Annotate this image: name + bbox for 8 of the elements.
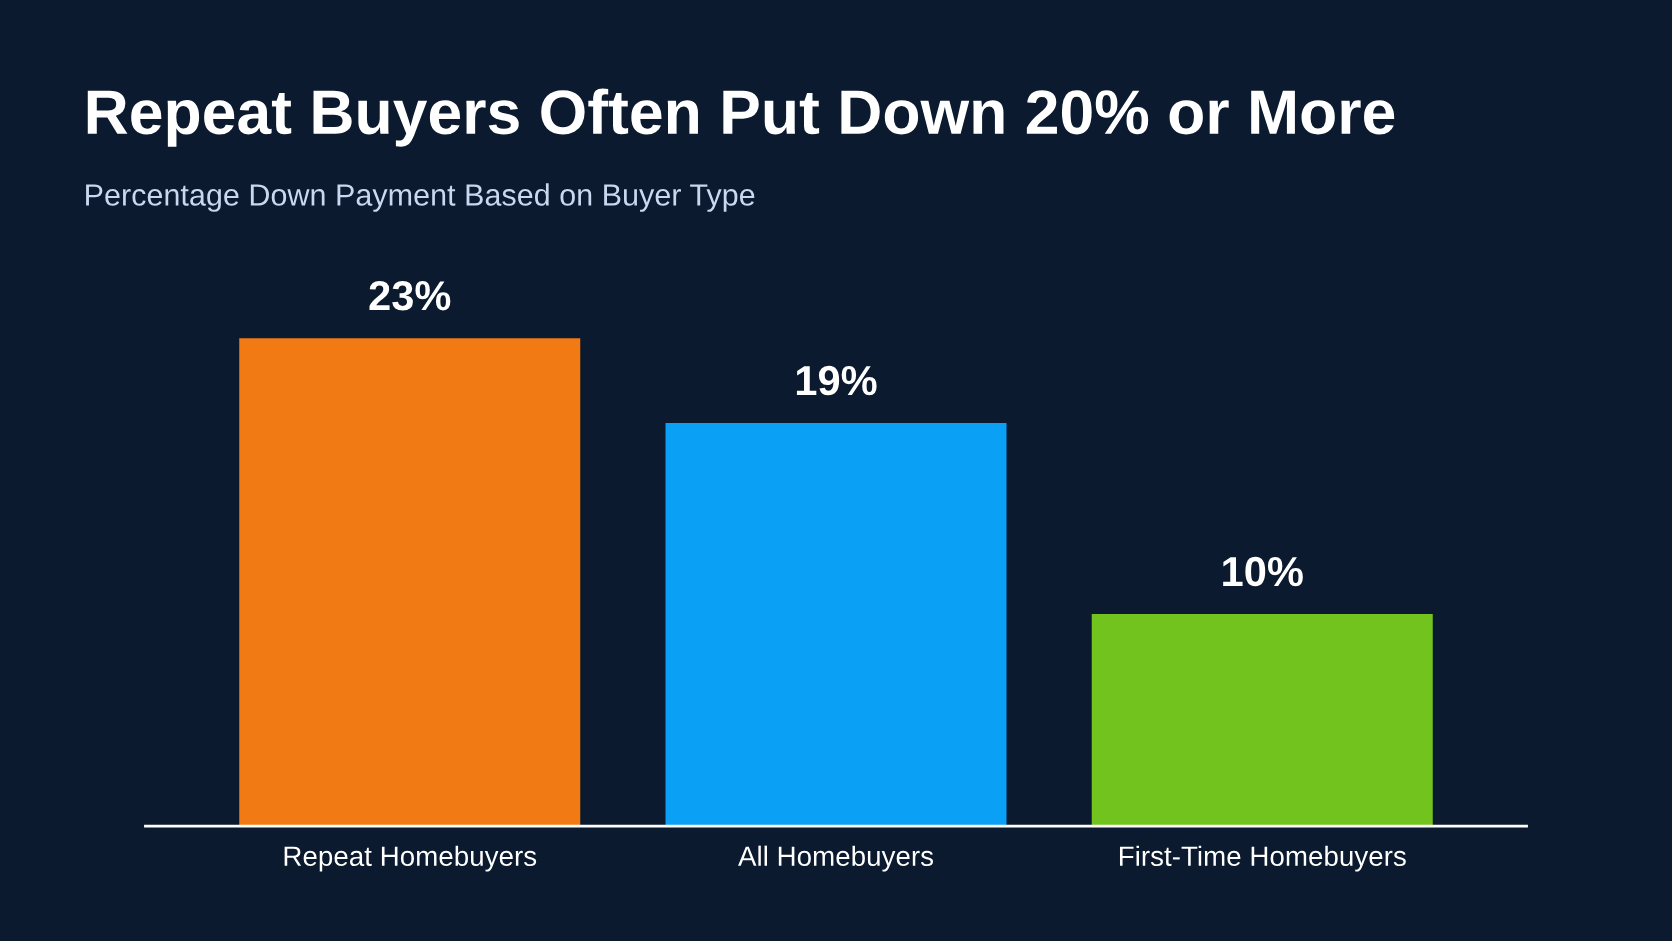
- data-label: 10%: [1223, 556, 1303, 587]
- x-tick-label: First-Time Homebuyers: [1119, 845, 1406, 872]
- data-label: 19%: [796, 365, 877, 396]
- chart-title: Repeat Buyers Often Put Down 20% or More: [87, 88, 1395, 147]
- x-tick-label: Repeat Homebuyers: [284, 845, 537, 872]
- x-tick-label: All Homebuyers: [738, 845, 934, 872]
- chart-subtitle: Percentage Down Payment Based on Buyer Type: [86, 183, 755, 212]
- data-label: 23%: [369, 280, 451, 311]
